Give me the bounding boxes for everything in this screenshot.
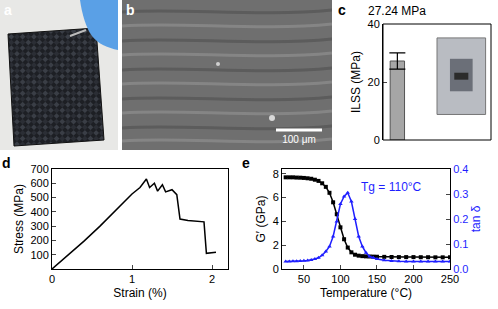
svg-text:0.4: 0.4	[453, 163, 468, 175]
svg-text:27.24 MPa: 27.24 MPa	[368, 4, 426, 18]
svg-text:Temperature (°C): Temperature (°C)	[320, 286, 412, 300]
svg-text:Strain (%): Strain (%)	[113, 286, 166, 300]
svg-text:300: 300	[30, 220, 48, 232]
svg-text:250: 250	[441, 273, 459, 285]
svg-text:8: 8	[273, 168, 279, 180]
svg-text:100: 100	[331, 273, 349, 285]
svg-text:400: 400	[30, 206, 48, 218]
html-text:d: d	[2, 155, 11, 171]
svg-text:0: 0	[49, 273, 55, 285]
svg-text:200: 200	[404, 273, 422, 285]
html-text:e: e	[242, 155, 250, 171]
svg-text:0.1: 0.1	[453, 238, 468, 250]
svg-text:150: 150	[368, 273, 386, 285]
svg-text:0.2: 0.2	[453, 213, 468, 225]
svg-text:700: 700	[30, 163, 48, 175]
svg-text:500: 500	[30, 191, 48, 203]
svg-text:0: 0	[374, 134, 380, 146]
svg-text:2: 2	[209, 273, 215, 285]
svg-text:4: 4	[273, 215, 279, 227]
svg-text:0.3: 0.3	[453, 188, 468, 200]
svg-text:ILSS (MPa): ILSS (MPa)	[349, 51, 363, 113]
svg-text:200: 200	[30, 234, 48, 246]
svg-text:Stress (MPa): Stress (MPa)	[12, 184, 26, 254]
html-text:b: b	[126, 2, 135, 18]
svg-text:50: 50	[298, 273, 310, 285]
svg-text:20: 20	[368, 76, 380, 88]
html-text:c: c	[338, 2, 346, 18]
html-text:a: a	[4, 2, 12, 18]
svg-text:100: 100	[30, 249, 48, 261]
svg-text:1: 1	[129, 273, 135, 285]
svg-text:6: 6	[273, 191, 279, 203]
svg-text:G′ (GPa): G′ (GPa)	[254, 196, 268, 243]
svg-text:0: 0	[273, 263, 279, 275]
svg-text:100 μm: 100 μm	[282, 134, 316, 145]
svg-text:0.0: 0.0	[453, 263, 468, 275]
svg-text:Tg = 110°C: Tg = 110°C	[361, 180, 422, 194]
svg-text:40: 40	[368, 18, 380, 30]
svg-text:tan δ: tan δ	[469, 205, 483, 232]
svg-text:2: 2	[273, 239, 279, 251]
svg-text:600: 600	[30, 177, 48, 189]
